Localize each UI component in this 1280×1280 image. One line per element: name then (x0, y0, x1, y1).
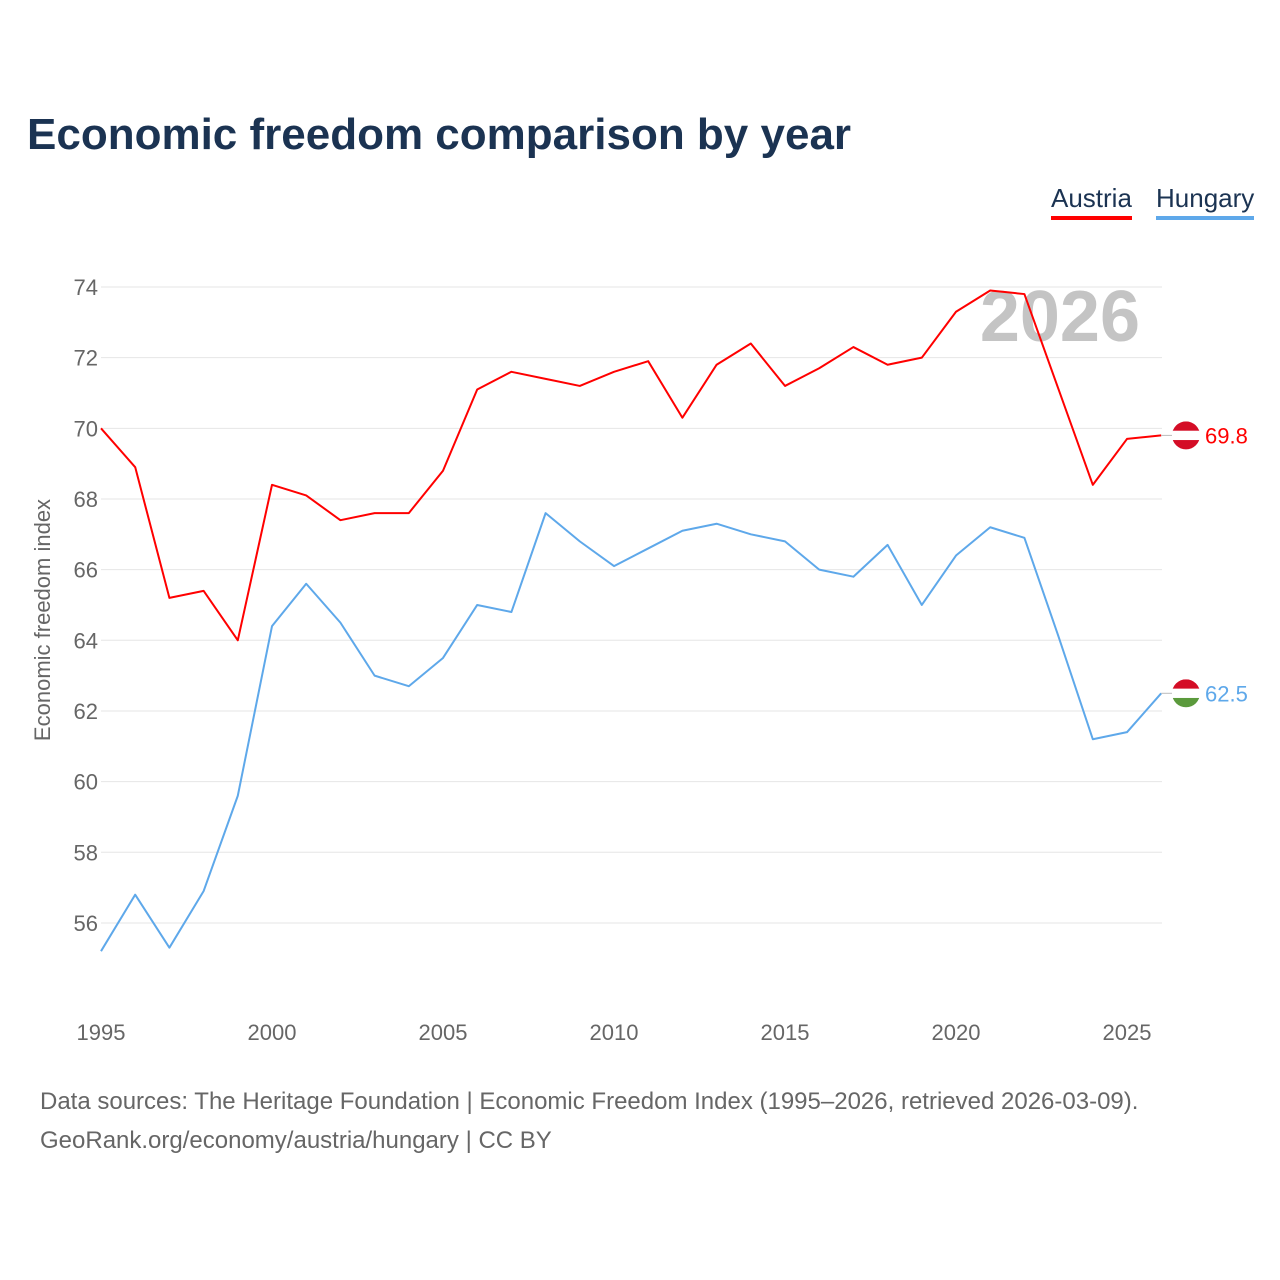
flag-austria-icon (1172, 421, 1200, 450)
series-line-austria (100, 289, 1162, 642)
flag-stripe (1172, 421, 1200, 432)
year-watermark: 2026 (980, 277, 1140, 357)
y-tick-label: 64 (74, 628, 98, 653)
y-tick-label: 68 (74, 487, 98, 512)
end-value-label: 69.8 (1205, 423, 1248, 448)
data-source-note: Data sources: The Heritage Foundation | … (40, 1088, 1139, 1115)
y-tick-label: 60 (74, 770, 98, 795)
x-tick-label: 2010 (590, 1020, 639, 1045)
flag-stripe (1172, 697, 1200, 708)
flag-stripe (1172, 430, 1200, 441)
x-tick-label: 2005 (419, 1020, 468, 1045)
y-tick-label: 74 (74, 275, 98, 300)
series-line-hungary (100, 512, 1162, 952)
x-tick-label: 2000 (248, 1020, 297, 1045)
chart-title: Economic freedom comparison by year (27, 110, 852, 159)
y-tick-label: 66 (74, 558, 98, 583)
y-tick-label: 56 (74, 911, 98, 936)
legend-hungary[interactable]: Hungary (1156, 183, 1255, 220)
flag-hungary-icon (1172, 679, 1200, 708)
flag-stripe (1172, 679, 1200, 690)
x-tick-label: 1995 (77, 1020, 126, 1045)
end-value-label: 62.5 (1205, 681, 1248, 706)
x-tick-label: 2025 (1103, 1020, 1152, 1045)
y-tick-label: 62 (74, 699, 98, 724)
y-axis-label: Economic freedom index (30, 499, 55, 741)
y-tick-label: 72 (74, 346, 98, 371)
flag-stripe (1172, 688, 1200, 699)
x-tick-label: 2020 (932, 1020, 981, 1045)
x-tick-label: 2015 (761, 1020, 810, 1045)
y-tick-label: 58 (74, 840, 98, 865)
y-tick-label: 70 (74, 416, 98, 441)
legend-austria[interactable]: Austria (1051, 183, 1132, 220)
flag-stripe (1172, 440, 1200, 450)
source-link[interactable]: GeoRank.org/economy/austria/hungary | CC… (40, 1127, 552, 1154)
